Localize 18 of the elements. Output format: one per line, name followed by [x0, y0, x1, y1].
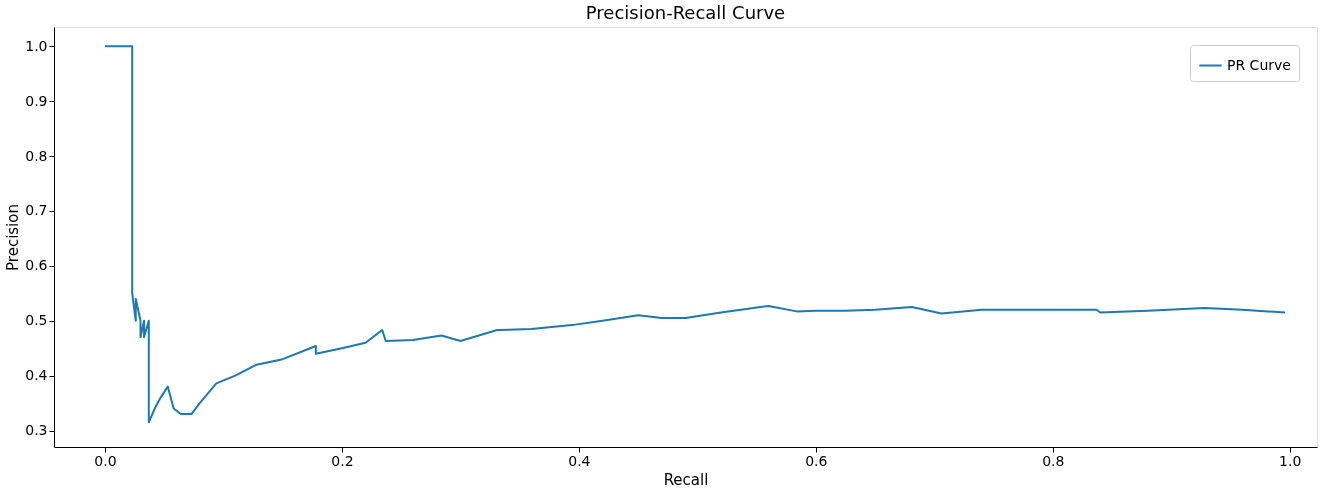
y-tick-label: 0.4: [25, 367, 48, 384]
chart-title: Precision-Recall Curve: [585, 2, 786, 23]
x-tick-label: 0.6: [805, 452, 828, 469]
x-tick-label: 0.4: [568, 452, 591, 469]
x-tick-label: 0.8: [1042, 452, 1065, 469]
y-tick-label: 0.9: [25, 92, 48, 109]
y-axis-title: Precision: [4, 204, 23, 271]
x-tick-label: 1.0: [1279, 452, 1302, 469]
y-tick-label: 0.5: [25, 312, 48, 329]
y-tick-label: 1.0: [25, 37, 48, 54]
legend-label: PR Curve: [1227, 56, 1291, 73]
y-tick-label: 0.3: [25, 422, 48, 439]
x-tick-label: 0.2: [331, 452, 354, 469]
x-tick-label: 0.0: [94, 452, 117, 469]
x-axis-title: Recall: [663, 470, 709, 489]
y-tick-label: 0.8: [25, 147, 48, 164]
y-tick-label: 0.6: [25, 257, 48, 274]
y-tick-label: 0.7: [25, 202, 48, 219]
